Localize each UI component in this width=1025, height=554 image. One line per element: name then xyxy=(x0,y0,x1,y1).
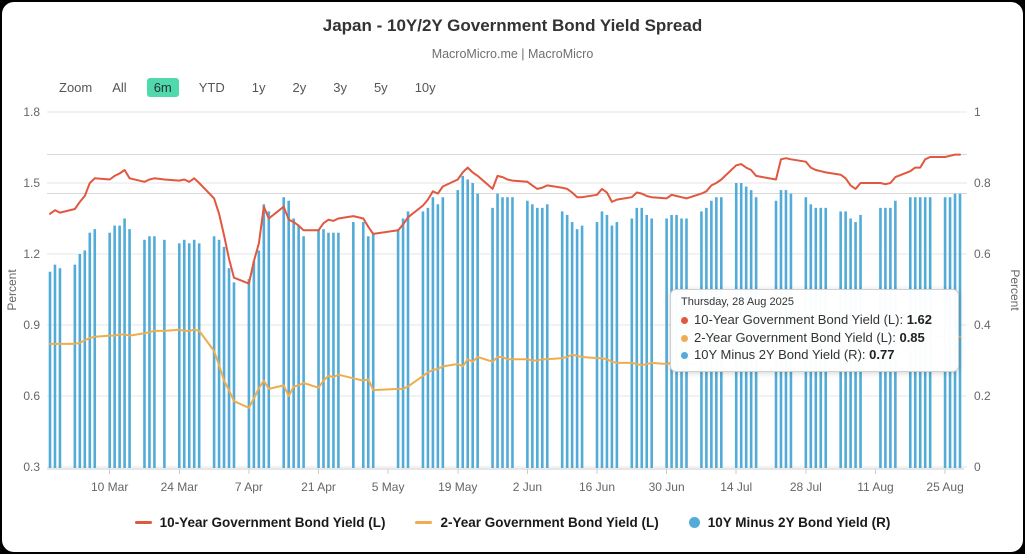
tooltip-date: Thursday, 28 Aug 2025 xyxy=(681,296,794,308)
svg-text:1.5: 1.5 xyxy=(23,176,40,190)
tooltip-row: 10Y Minus 2Y Bond Yield (R): 0.77 xyxy=(681,346,948,364)
zoom-range-all[interactable]: All xyxy=(112,80,127,95)
chart-legend: 10-Year Government Bond Yield (L) 2-Year … xyxy=(2,515,1023,530)
svg-text:Percent: Percent xyxy=(1008,269,1022,311)
legend-circle-icon xyxy=(688,517,700,528)
legend-label: 10Y Minus 2Y Bond Yield (R) xyxy=(707,515,891,530)
svg-text:14 Jul: 14 Jul xyxy=(720,480,752,494)
zoom-range-10y[interactable]: 10y xyxy=(414,80,436,95)
axis-labels: 1.8 1.5 1.2 0.9 0.6 0.3 1 0.8 0.6 0.4 0.2 0 10 Mar 24… xyxy=(23,105,991,494)
svg-text:0: 0 xyxy=(974,460,981,474)
svg-text:19 May: 19 May xyxy=(438,480,477,494)
tooltip-row: 10-Year Government Bond Yield (L): 1.62 xyxy=(681,311,948,329)
last-value-reference-lines xyxy=(47,154,967,195)
chart-subtitle: MacroMicro.me | MacroMicro xyxy=(431,47,594,61)
svg-text:Percent: Percent xyxy=(5,269,19,311)
zoom-range-ytd[interactable]: YTD xyxy=(198,80,225,95)
tooltip-row: 2-Year Government Bond Yield (L): 0.85 xyxy=(681,329,948,347)
legend-item[interactable]: 10Y Minus 2Y Bond Yield (R) xyxy=(688,515,891,530)
svg-text:25 Aug: 25 Aug xyxy=(926,480,963,494)
svg-text:30 Jun: 30 Jun xyxy=(649,480,685,494)
zoom-range-bar: Zoom All 6m YTD 1y 2y 3y 5y 10y xyxy=(59,78,443,97)
svg-text:28 Jul: 28 Jul xyxy=(790,480,822,494)
zoom-range-2y[interactable]: 2y xyxy=(292,80,307,95)
x-axis xyxy=(47,468,964,474)
svg-text:7 Apr: 7 Apr xyxy=(235,480,263,494)
legend-item[interactable]: 2-Year Government Bond Yield (L) xyxy=(415,515,659,530)
svg-text:16 Jun: 16 Jun xyxy=(579,480,615,494)
svg-text:0.8: 0.8 xyxy=(974,176,991,190)
svg-text:24 Mar: 24 Mar xyxy=(161,480,198,494)
svg-text:10 Mar: 10 Mar xyxy=(91,480,128,494)
svg-text:5 May: 5 May xyxy=(372,480,405,494)
series-bullet-icon xyxy=(681,352,688,359)
svg-text:1.8: 1.8 xyxy=(23,105,40,119)
tooltip-rows: 10-Year Government Bond Yield (L): 1.62 2… xyxy=(681,311,948,364)
svg-text:0.3: 0.3 xyxy=(23,460,40,474)
svg-text:0.6: 0.6 xyxy=(974,247,991,261)
svg-text:0.4: 0.4 xyxy=(974,318,991,332)
svg-text:0.6: 0.6 xyxy=(23,389,40,403)
series-bullet-icon xyxy=(681,334,688,342)
line-series-10y[interactable] xyxy=(49,153,961,285)
legend-label: 10-Year Government Bond Yield (L) xyxy=(159,515,386,530)
zoom-range-3y[interactable]: 3y xyxy=(333,80,347,95)
chart-tooltip: Thursday, 28 Aug 2025 10-Year Government… xyxy=(670,289,959,372)
svg-text:2 Jun: 2 Jun xyxy=(513,480,542,494)
chart-title: Japan - 10Y/2Y Government Bond Yield Spr… xyxy=(322,16,703,35)
zoom-label: Zoom xyxy=(59,80,93,95)
legend-label: 2-Year Government Bond Yield (L) xyxy=(440,515,659,530)
legend-line-icon xyxy=(134,521,152,524)
axis-titles: Percent Percent xyxy=(5,269,1022,312)
svg-text:1.2: 1.2 xyxy=(23,247,40,261)
svg-text:11 Aug: 11 Aug xyxy=(857,480,893,494)
legend-line-icon xyxy=(415,521,433,524)
zoom-range-6m[interactable]: 6m xyxy=(146,78,179,97)
svg-text:0.9: 0.9 xyxy=(23,318,40,332)
svg-text:0.2: 0.2 xyxy=(974,389,991,403)
svg-text:1: 1 xyxy=(974,105,981,119)
zoom-range-5y[interactable]: 5y xyxy=(373,80,388,95)
svg-text:21 Apr: 21 Apr xyxy=(301,480,336,494)
zoom-range-1y[interactable]: 1y xyxy=(251,80,266,95)
series-bullet-icon xyxy=(681,317,688,324)
legend-item[interactable]: 10-Year Government Bond Yield (L) xyxy=(134,515,386,530)
